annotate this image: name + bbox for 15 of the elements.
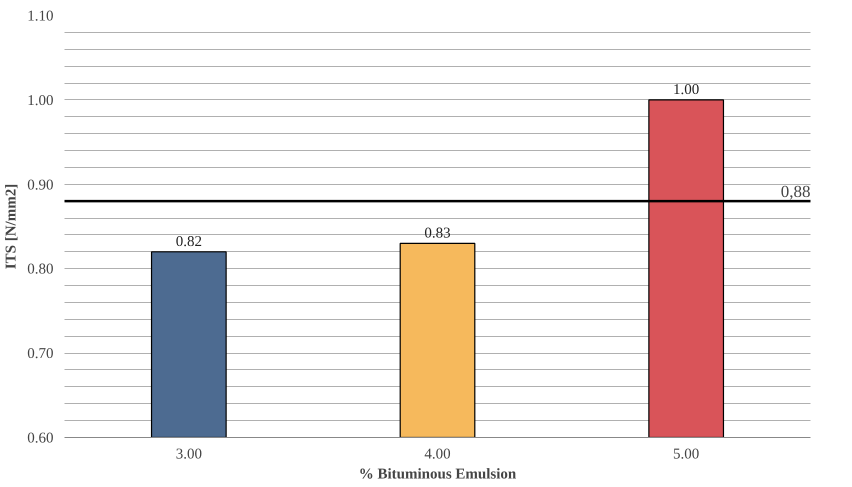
y-tick-label: 0.70 bbox=[27, 346, 54, 362]
y-tick-label: 0.80 bbox=[27, 262, 54, 278]
x-tick-label: 3.00 bbox=[176, 446, 202, 462]
x-tick-label: 4.00 bbox=[424, 446, 451, 462]
y-tick-label: 1.10 bbox=[27, 8, 54, 24]
ref-line-label: 0,88 bbox=[780, 182, 810, 202]
data-label: 0.83 bbox=[424, 225, 451, 242]
y-tick-label: 0.90 bbox=[27, 177, 54, 194]
x-tick-label: 5.00 bbox=[673, 446, 700, 462]
y-axis-title: ITS [N/mm2] bbox=[3, 184, 20, 270]
data-label: 1.00 bbox=[673, 82, 700, 98]
x-axis-title: % Bituminous Emulsion bbox=[358, 466, 517, 482]
data-label: 0.82 bbox=[176, 234, 202, 250]
y-tick-label: 0.60 bbox=[27, 430, 54, 446]
y-tick-label: 1.00 bbox=[27, 92, 54, 109]
